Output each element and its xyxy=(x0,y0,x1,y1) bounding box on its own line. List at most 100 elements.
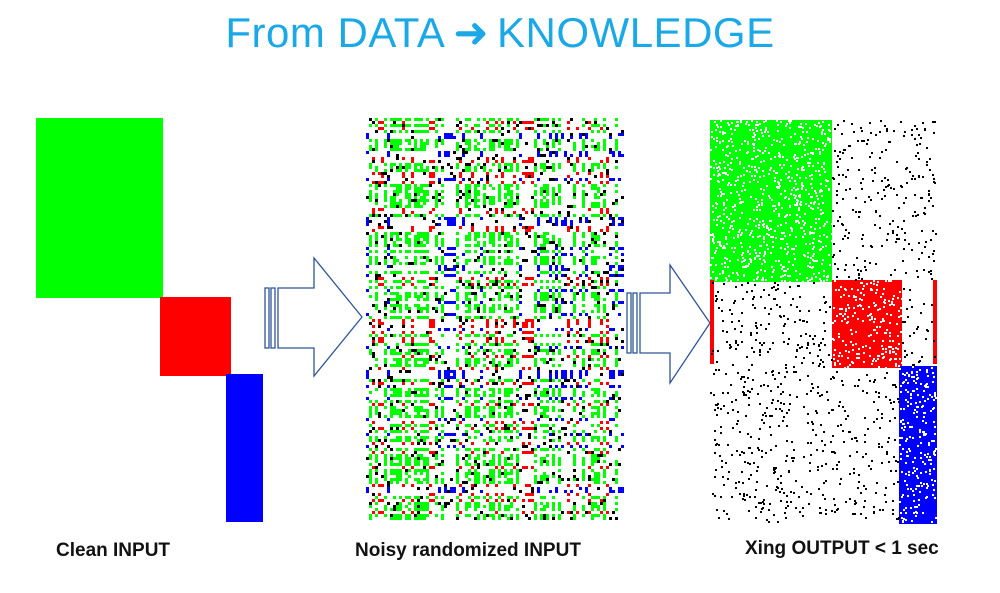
noise-cell xyxy=(402,157,405,160)
noise-cell xyxy=(396,187,399,190)
speckle xyxy=(863,294,865,296)
noise-cell xyxy=(420,124,423,127)
noise-cell xyxy=(600,229,603,232)
speckle xyxy=(805,177,807,179)
noise-cell xyxy=(552,214,555,217)
noise-cell xyxy=(474,190,477,193)
noise-cell xyxy=(492,457,495,460)
noise-cell xyxy=(573,391,576,394)
noise-cell xyxy=(423,439,426,442)
speckle xyxy=(842,315,844,317)
noise-cell xyxy=(588,484,591,487)
noise-cell xyxy=(468,502,471,505)
noise-cell xyxy=(423,169,426,172)
noise-cell xyxy=(369,502,372,505)
noise-cell xyxy=(591,349,594,352)
noise-cell xyxy=(504,307,507,310)
noise-cell xyxy=(420,241,423,244)
speckle xyxy=(741,376,743,378)
noise-cell xyxy=(390,403,393,406)
noise-cell xyxy=(591,394,594,397)
speckle xyxy=(764,270,766,272)
noise-cell xyxy=(435,463,438,466)
noise-cell xyxy=(393,430,396,433)
noise-cell xyxy=(387,217,390,220)
speckle xyxy=(905,462,907,464)
noise-cell xyxy=(372,493,375,496)
noise-cell xyxy=(570,418,573,421)
noise-cell xyxy=(456,295,459,298)
noise-cell xyxy=(384,232,387,235)
noise-cell xyxy=(597,508,600,511)
noise-cell xyxy=(489,139,492,142)
speckle xyxy=(763,160,765,162)
noise-cell xyxy=(474,316,477,319)
noise-cell xyxy=(393,352,396,355)
noise-cell xyxy=(369,295,372,298)
noise-cell xyxy=(588,208,591,211)
noise-cell xyxy=(405,352,408,355)
speckle xyxy=(893,188,895,190)
noise-cell xyxy=(501,142,504,145)
noise-cell xyxy=(537,268,540,271)
noise-cell xyxy=(543,349,546,352)
noise-cell xyxy=(615,304,618,307)
noise-cell xyxy=(474,238,477,241)
noise-cell xyxy=(546,262,549,265)
noise-cell xyxy=(471,181,474,184)
noise-cell xyxy=(393,517,396,520)
noise-cell xyxy=(456,517,459,520)
noise-cell xyxy=(366,346,369,349)
noise-cell xyxy=(594,496,597,499)
noise-cell xyxy=(597,391,600,394)
noise-cell xyxy=(381,277,384,280)
noise-cell xyxy=(483,118,486,121)
noise-cell xyxy=(414,199,417,202)
noise-cell xyxy=(441,262,444,265)
noise-cell xyxy=(396,409,399,412)
noise-cell xyxy=(489,424,492,427)
noise-cell xyxy=(549,154,552,157)
noise-cell xyxy=(603,316,606,319)
noise-cell xyxy=(516,478,519,481)
noise-cell xyxy=(423,244,426,247)
speckle xyxy=(933,407,935,409)
noise-cell xyxy=(405,190,408,193)
noise-cell xyxy=(516,139,519,142)
noise-cell xyxy=(438,445,441,448)
noise-cell xyxy=(477,244,480,247)
speckle xyxy=(903,202,905,204)
noise-cell xyxy=(393,262,396,265)
noise-cell xyxy=(474,409,477,412)
noise-cell xyxy=(597,481,600,484)
speckle xyxy=(916,475,918,477)
noise-cell xyxy=(375,241,378,244)
noise-cell xyxy=(546,463,549,466)
speckle xyxy=(784,512,786,514)
noise-cell xyxy=(387,328,390,331)
noise-cell xyxy=(438,268,441,271)
noise-cell xyxy=(486,196,489,199)
noise-cell xyxy=(366,397,369,400)
speckle xyxy=(807,256,809,258)
noise-cell xyxy=(387,289,390,292)
noise-cell xyxy=(447,370,450,373)
noise-cell xyxy=(399,505,402,508)
speckle xyxy=(747,141,749,143)
noise-cell xyxy=(468,424,471,427)
noise-cell xyxy=(420,454,423,457)
noise-cell xyxy=(414,460,417,463)
noise-cell xyxy=(582,205,585,208)
noise-cell xyxy=(573,508,576,511)
speckle xyxy=(714,252,716,254)
speckle xyxy=(734,205,736,207)
noise-cell xyxy=(582,391,585,394)
noise-cell xyxy=(558,262,561,265)
noise-cell xyxy=(477,505,480,508)
noise-cell xyxy=(426,139,429,142)
noise-cell xyxy=(603,361,606,364)
noise-cell xyxy=(606,442,609,445)
speckle xyxy=(890,346,892,348)
noise-cell xyxy=(522,451,525,454)
noise-cell xyxy=(480,397,483,400)
